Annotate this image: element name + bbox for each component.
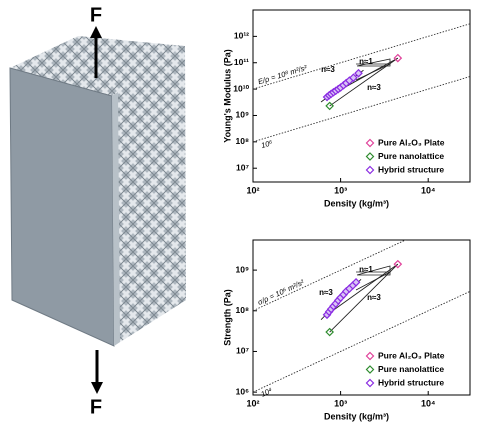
legend-marker (367, 380, 374, 387)
chart: 10² 10³ 10⁴ 10⁶ 10⁷ 10⁸ 10⁹ Density (kg/m³) Stre… (222, 210, 470, 421)
legend-marker (367, 140, 374, 147)
legend-label: Pure nanolattice (378, 151, 444, 161)
page: F F 10² 10³ 10⁴ 10⁷ 10⁸ 10⁹ 10¹⁰ 10¹¹ 10¹² Densit… (0, 0, 481, 424)
legend-marker (367, 153, 374, 160)
y-tick-label: 10⁹ (236, 110, 250, 120)
y-tick-label: 10⁷ (236, 162, 249, 172)
guide-label: 10⁶ (260, 138, 274, 150)
force-label: F (90, 4, 102, 26)
lattice-illustration: F F (10, 4, 186, 418)
guide-label: σ/ρ = 10⁶ m²/s² (256, 277, 306, 306)
x-tick-label: 10³ (334, 185, 347, 195)
x-axis-label: Density (kg/m³) (324, 198, 389, 208)
legend-label: Hybrid structure (378, 164, 444, 174)
legend-marker (367, 366, 374, 373)
legend-label: Pure Al₂O₃ Plate (378, 137, 445, 147)
slope-annotation: n≈3 (319, 288, 333, 297)
guide-line (253, 77, 470, 142)
x-tick-label: 10⁴ (421, 398, 435, 408)
legend-marker (367, 167, 374, 174)
guide-line (253, 210, 470, 311)
y-tick-label: 10⁹ (236, 264, 250, 274)
x-tick-label: 10² (246, 398, 259, 408)
x-axis-label: Density (kg/m³) (324, 411, 389, 421)
y-tick-label: 10¹² (234, 31, 249, 41)
legend-label: Pure nanolattice (378, 364, 444, 374)
y-tick-label: 10¹¹ (234, 57, 249, 67)
legend-marker (367, 353, 374, 360)
figure: F F 10² 10³ 10⁴ 10⁷ 10⁸ 10⁹ 10¹⁰ 10¹¹ 10¹² Densit… (0, 0, 481, 424)
slope-annotation: n≈3 (367, 293, 381, 302)
y-axis-label: Strength (Pa) (222, 289, 232, 346)
x-tick-label: 10² (246, 185, 259, 195)
legend-label: Pure Al₂O₃ Plate (378, 350, 445, 360)
y-tick-label: 10⁸ (236, 136, 249, 146)
slope-annotation: n≈3 (321, 65, 335, 74)
lattice-side (112, 46, 186, 346)
y-tick-label: 10⁷ (236, 346, 249, 356)
arrow-head (90, 26, 102, 38)
plot-area (253, 24, 470, 142)
slope-annotation: n≈1 (359, 57, 373, 66)
y-tick-label: 10⁸ (236, 305, 249, 315)
y-tick-label: 10¹⁰ (233, 83, 249, 93)
y-axis-label: Young's Modulus (Pa) (222, 49, 232, 142)
guide-label: E/ρ = 10⁸ m²/s² (257, 63, 309, 86)
force-label: F (90, 396, 102, 418)
x-tick-label: 10⁴ (421, 185, 435, 195)
arrow-head (91, 382, 103, 394)
legend-label: Hybrid structure (378, 377, 444, 387)
plate-front (10, 68, 114, 346)
chart: 10² 10³ 10⁴ 10⁷ 10⁸ 10⁹ 10¹⁰ 10¹¹ 10¹² Density (k… (222, 10, 470, 208)
x-tick-label: 10³ (334, 398, 347, 408)
slope-annotation: n≈3 (367, 83, 381, 92)
slope-annotation: n≈1 (359, 265, 373, 274)
y-tick-label: 10⁶ (236, 386, 249, 396)
